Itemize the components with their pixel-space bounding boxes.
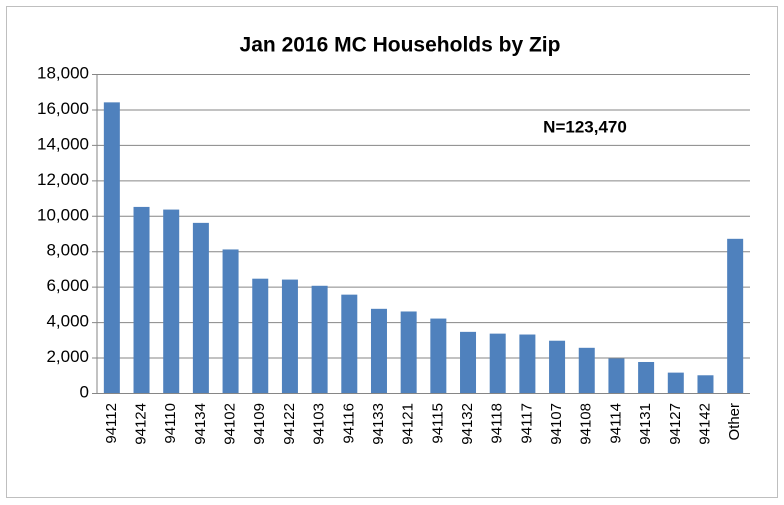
bar — [727, 238, 744, 393]
bar — [133, 206, 150, 393]
x-tick-label: 94124 — [132, 403, 149, 445]
x-tick-label: 94117 — [518, 403, 535, 444]
bar — [578, 347, 595, 393]
x-tick-label: 94114 — [607, 403, 624, 444]
bar — [281, 279, 298, 393]
annotation: N=123,470 — [543, 117, 627, 136]
x-tick-label: 94132 — [459, 403, 476, 445]
x-tick-label: 94133 — [370, 403, 387, 445]
bar — [252, 278, 269, 393]
bar — [549, 340, 566, 393]
bar — [163, 209, 180, 393]
bar — [608, 358, 625, 393]
y-tick-label: 16,000 — [37, 99, 89, 118]
x-tick-label: 94131 — [637, 403, 654, 445]
x-tick-label: 94122 — [281, 403, 298, 445]
x-tick-label: Other — [726, 403, 743, 441]
x-tick-label: 94134 — [192, 403, 209, 445]
bar — [311, 285, 328, 393]
y-tick-label: 6,000 — [46, 276, 89, 295]
bar — [103, 102, 120, 393]
x-tick-label: 94127 — [667, 403, 684, 445]
bar — [697, 375, 714, 393]
bar — [370, 308, 387, 393]
y-tick-label: 2,000 — [46, 347, 89, 366]
x-tick-label: 94118 — [489, 403, 506, 444]
x-tick-label: 94103 — [311, 403, 328, 445]
bar — [519, 334, 536, 393]
y-tick-label: 0 — [80, 382, 89, 401]
bar — [430, 318, 447, 393]
bar — [667, 372, 684, 393]
x-tick-label: 94121 — [400, 403, 417, 445]
x-tick-label: 94108 — [578, 403, 595, 445]
x-tick-label: 94142 — [696, 403, 713, 445]
bar — [222, 249, 239, 393]
y-tick-label: 10,000 — [37, 205, 89, 224]
x-tick-label: 94116 — [340, 403, 357, 444]
x-tick-label: 94102 — [222, 403, 239, 445]
y-tick-label: 18,000 — [37, 63, 89, 82]
chart-title: Jan 2016 MC Households by Zip — [240, 34, 561, 57]
bar — [192, 222, 209, 393]
y-tick-label: 12,000 — [37, 170, 89, 189]
x-tick-label: 94110 — [162, 403, 179, 444]
bar — [400, 311, 417, 393]
y-tick-label: 14,000 — [37, 134, 89, 153]
bar — [489, 333, 506, 393]
bar — [341, 294, 358, 393]
y-tick-label: 8,000 — [46, 241, 89, 260]
y-tick-label: 4,000 — [46, 312, 89, 331]
x-tick-label: 94107 — [548, 403, 565, 445]
bar — [460, 331, 477, 393]
x-tick-label: 94112 — [103, 403, 120, 444]
bar — [638, 361, 655, 393]
x-tick-label: 94109 — [251, 403, 268, 445]
x-tick-label: 94115 — [429, 403, 446, 444]
